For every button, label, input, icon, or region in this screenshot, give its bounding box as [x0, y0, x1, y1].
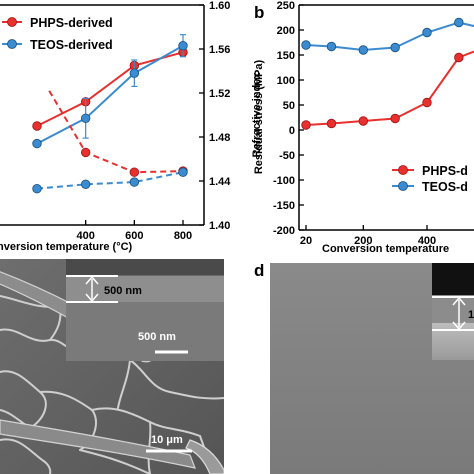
sem-c-inset-substrate: [66, 302, 224, 361]
legend-b-marker-teos: [398, 181, 408, 191]
sem-d-inset-arrow-down-icon: [452, 321, 466, 331]
panel-b-point: [358, 116, 369, 126]
panel-b-legend: PHPS-d TEOS-d: [392, 164, 468, 194]
panel-b-point: [326, 41, 337, 52]
legend-b-marker-phps: [398, 165, 408, 175]
panel-a-x-ticks: 400 600 800: [76, 220, 192, 242]
panel-a-lines: [36, 44, 184, 190]
panel-a-point: [80, 179, 91, 190]
panel-b-point: [422, 97, 432, 108]
panel-b-y-tick-label: 50: [283, 100, 295, 112]
panel-a-y-right-ticks: 1.40 1.44 1.48 1.52 1.56 1.60: [199, 0, 231, 232]
panel-a-point: [80, 113, 91, 124]
panel-a-point: [129, 167, 140, 177]
panel-a-x-axis-label: nversion temperature (°C): [0, 241, 133, 253]
panel-c-sem-image: 500 nm 500 nm 10 μm: [0, 259, 224, 474]
panel-b-x-axis-label: Conversion temperature: [322, 243, 449, 255]
panel-b-lines: [305, 21, 474, 126]
sem-d-inset-top-layer: [432, 263, 474, 295]
panel-b-y-axis-label: Residual stress (MPa): [253, 60, 265, 175]
panel-a-legend: PHPS-derived TEOS-derived: [2, 16, 113, 52]
panel-b-series-line-0: [305, 50, 474, 126]
panel-a-y-tick-label: 1.40: [209, 220, 230, 232]
panel-a-y-tick-label: 1.44: [209, 176, 231, 188]
panel-a-y-axis-label: Refractive index: [251, 72, 263, 158]
legend-b-label-teos: TEOS-d: [422, 180, 468, 194]
panel-a-y-tick-label: 1.48: [209, 132, 230, 144]
sem-d-inset: 1: [432, 263, 474, 360]
panel-a-point: [178, 41, 188, 51]
panel-b-y-tick-label: -150: [273, 200, 295, 212]
sem-d-inset-film-band: [432, 295, 474, 323]
legend-label-phps: PHPS-derived: [30, 16, 113, 30]
panel-b-x-tick-label: 200: [354, 235, 372, 247]
panel-a-x-tick-label: 800: [174, 230, 192, 242]
sem-c-inset-arrow-up-icon: [85, 275, 99, 285]
panel-a-y-tick-label: 1.52: [209, 88, 230, 100]
panel-a-markers: [32, 34, 188, 194]
panel-b-x-tick-label: 400: [418, 235, 436, 247]
panel-b-y-tick-label: 0: [289, 125, 295, 137]
legend-b-label-phps: PHPS-d: [422, 164, 468, 178]
legend-marker-teos: [7, 39, 17, 49]
sem-c-inset-arrow-down-icon: [85, 293, 99, 303]
legend-label-teos: TEOS-derived: [30, 38, 113, 52]
panel-b-point: [390, 113, 400, 124]
sem-c-scale-label: 10 μm: [151, 434, 183, 446]
panel-b-x-ticks: 20 200 400: [300, 225, 436, 247]
panel-b-point: [358, 45, 369, 55]
panel-d-sem-image: d 1: [254, 261, 474, 474]
panel-a-point: [32, 138, 42, 149]
panel-a-point: [129, 68, 140, 78]
panel-b-letter: b: [254, 3, 264, 22]
panel-b-chart: b 20 200 400 250 200 150 100 50 0 -50 -100 -150 -20…: [253, 0, 474, 255]
sem-d-inset-arrow-up-icon: [452, 296, 466, 306]
panel-b-y-tick-label: 250: [277, 0, 295, 12]
panel-b-y-tick-label: 100: [277, 75, 295, 87]
panel-b-y-tick-label: -50: [279, 150, 295, 162]
panel-a-series-line-3: [36, 171, 184, 190]
panel-b-y-tick-label: 200: [277, 25, 295, 37]
panel-a-series-line-1: [36, 44, 184, 145]
panel-b-point: [301, 40, 311, 50]
sem-c-inset-thickness-label: 500 nm: [104, 285, 142, 297]
panel-a-point: [129, 177, 140, 187]
panel-b-point: [326, 118, 337, 129]
panel-b-point: [454, 17, 464, 28]
panel-a-series-line-2: [48, 90, 184, 174]
panel-b-point: [422, 27, 432, 38]
panel-a-series-line-0: [36, 51, 184, 127]
sem-d-inset-substrate: [432, 323, 474, 360]
panel-b-point: [390, 42, 400, 53]
panel-a-point: [80, 147, 91, 158]
panel-d-letter: d: [254, 261, 264, 280]
panel-b-point: [454, 52, 464, 63]
sem-c-inset-top-layer: [66, 259, 224, 275]
panel-a-chart: 400 600 800 1.40 1.44 1.48 1.52 1.56 1.60 nvers…: [0, 0, 263, 253]
panel-b-x-tick-label: 20: [300, 235, 312, 247]
panel-a-x-tick-label: 600: [125, 230, 143, 242]
sem-d-inset-thickness-label: 1: [468, 309, 474, 321]
sem-c-inset: 500 nm 500 nm: [66, 259, 224, 361]
panel-a-x-tick-label: 400: [76, 230, 94, 242]
panel-b-point: [301, 120, 311, 130]
panel-b-y-tick-label: -100: [273, 175, 295, 187]
panel-b-markers: [301, 17, 464, 130]
legend-marker-phps: [7, 17, 17, 27]
panel-a-point: [32, 183, 42, 194]
panel-b-y-tick-label: -200: [273, 225, 295, 237]
panel-a-y-tick-label: 1.60: [209, 0, 230, 12]
panel-a-y-tick-label: 1.56: [209, 44, 230, 56]
panel-a-point: [178, 167, 188, 177]
panel-a-point: [32, 121, 42, 131]
sem-c-inset-scale-label: 500 nm: [138, 331, 176, 343]
panel-b-y-tick-label: 150: [277, 50, 295, 62]
panel-b-y-ticks: 250 200 150 100 50 0 -50 -100 -150 -200: [273, 0, 304, 237]
